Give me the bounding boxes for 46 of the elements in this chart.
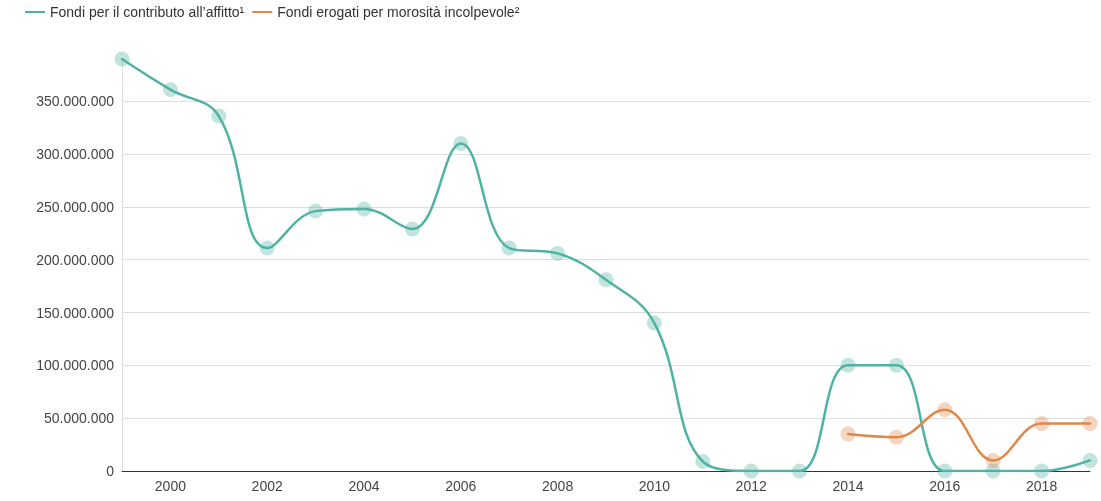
y-tick-label: 50.000.000 — [43, 410, 115, 427]
x-tick-label: 2012 — [735, 478, 767, 494]
point — [1034, 463, 1050, 479]
x-tick-label: 2016 — [929, 478, 961, 494]
point — [695, 454, 711, 469]
point — [162, 82, 178, 98]
point — [1082, 452, 1098, 468]
x-tick-label: 2018 — [1026, 478, 1058, 494]
x-tick-label: 2004 — [348, 478, 380, 494]
x-tick-label: 2008 — [542, 478, 574, 494]
point — [840, 357, 856, 373]
x-tick-label: 2000 — [154, 478, 187, 494]
point — [1034, 415, 1050, 431]
point — [840, 426, 856, 442]
point — [114, 51, 130, 67]
y-tick-label: 200.000.000 — [36, 251, 115, 268]
point — [598, 272, 614, 288]
y-tick-label: 0 — [106, 463, 115, 479]
point — [259, 240, 275, 256]
point — [646, 315, 662, 331]
point — [501, 240, 517, 256]
point — [985, 452, 1001, 468]
point — [308, 203, 324, 219]
point — [792, 463, 808, 479]
point — [356, 201, 372, 217]
y-tick-label: 300.000.000 — [36, 146, 115, 163]
x-tick-label: 2006 — [445, 478, 477, 494]
point — [453, 136, 469, 152]
point — [888, 429, 904, 445]
y-tick-label: 150.000.000 — [36, 304, 115, 321]
legend-label: Fondi erogati per morosità incolpevole² — [277, 4, 520, 20]
x-tick-label: 2014 — [832, 478, 864, 494]
point — [888, 357, 904, 373]
legend-label: Fondi per il contributo all’affitto¹ — [50, 4, 245, 20]
point — [1082, 415, 1098, 431]
y-tick-label: 250.000.000 — [36, 198, 115, 215]
point — [743, 463, 759, 479]
point — [550, 245, 566, 261]
x-tick-label: 2010 — [638, 478, 671, 494]
y-tick-label: 350.000.000 — [36, 93, 115, 110]
point — [937, 402, 953, 418]
y-tick-label: 100.000.000 — [36, 357, 115, 374]
point — [211, 108, 227, 124]
point — [937, 463, 953, 479]
point — [404, 221, 420, 237]
x-tick-label: 2002 — [251, 478, 283, 494]
